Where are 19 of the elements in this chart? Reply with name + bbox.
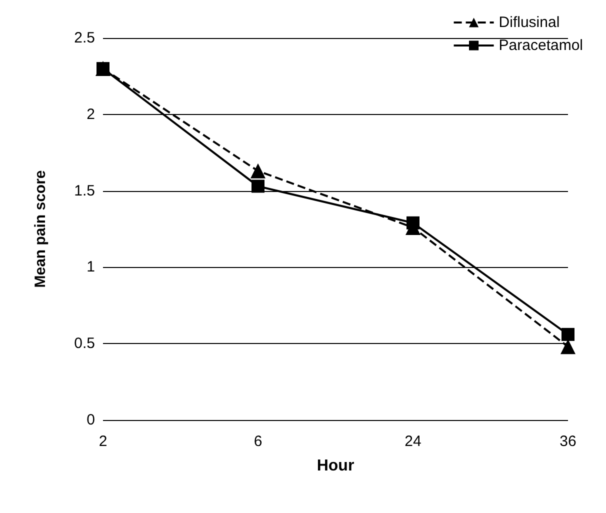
y-tick-label: 2.5 xyxy=(74,30,95,46)
y-tick-label: 2 xyxy=(86,106,95,123)
point xyxy=(406,216,420,230)
y-axis-title: Mean pain score xyxy=(32,170,49,288)
x-tick-label: 24 xyxy=(404,433,422,450)
point xyxy=(252,180,264,193)
x-tick-label: 6 xyxy=(254,433,262,450)
y-tick-label: 0.5 xyxy=(74,335,95,352)
x-axis-title: Hour xyxy=(316,458,354,474)
y-tick-label: 0 xyxy=(86,412,95,428)
legend-label: Paracetamol xyxy=(498,37,584,54)
y-tick-label: 1 xyxy=(86,258,95,276)
point xyxy=(560,339,576,354)
y-tick-label: 1.5 xyxy=(74,182,95,200)
x-tick-label: 36 xyxy=(560,433,576,450)
point xyxy=(250,163,266,178)
x-tick-label: 2 xyxy=(98,433,108,450)
legend-label: Diflusinal xyxy=(498,14,560,31)
point xyxy=(562,328,574,341)
